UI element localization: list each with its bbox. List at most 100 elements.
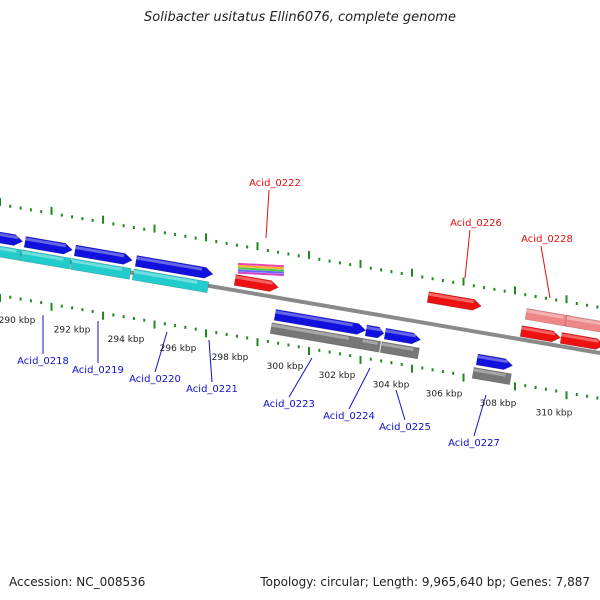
feature-band <box>237 269 284 274</box>
forward-cds[interactable] <box>273 309 367 335</box>
forward-gene-shape <box>19 249 72 270</box>
forward-cds-shape <box>273 309 367 335</box>
forward-cds-shape <box>134 255 214 279</box>
forward-gene-shine <box>71 259 123 271</box>
forward-gene[interactable] <box>471 367 512 385</box>
feature-band-shape <box>237 269 284 274</box>
forward-cds[interactable] <box>73 244 133 266</box>
forward-cds-shine <box>477 355 508 364</box>
forward-gene-shape <box>471 367 512 385</box>
feature-band <box>237 271 284 276</box>
reverse-cds-shape <box>519 325 562 343</box>
accession-text: Accession: NC_008536 <box>9 575 146 589</box>
label-leaders <box>42 189 551 437</box>
forward-cds[interactable] <box>0 229 24 247</box>
forward-cds-shape <box>383 327 422 345</box>
reverse-cds[interactable] <box>519 325 562 344</box>
leader-line <box>348 367 371 410</box>
kbp-label: 292 kbp <box>54 326 91 336</box>
forward-cds-shine <box>25 237 67 248</box>
forward-gene-shine <box>0 245 17 253</box>
reverse-cds[interactable] <box>233 274 279 293</box>
reverse-gene[interactable] <box>524 308 571 328</box>
gene-label-forward[interactable]: Acid_0218 <box>17 356 69 367</box>
forward-gene[interactable] <box>360 337 382 353</box>
kbp-label: 310 kbp <box>536 408 573 418</box>
forward-cds-shape <box>23 236 73 255</box>
lower-tick-ruler <box>0 294 599 400</box>
forward-gene-shape <box>379 341 420 360</box>
forward-gene[interactable] <box>379 341 420 360</box>
forward-cds-shine <box>136 256 203 271</box>
gene-label-forward[interactable]: Acid_0223 <box>263 399 315 410</box>
feature-band-shape <box>237 262 284 268</box>
forward-gene-shape <box>269 322 364 350</box>
forward-cds[interactable] <box>364 324 385 339</box>
kbp-label: 290 kbp <box>0 316 36 326</box>
forward-gene-shape <box>0 243 22 261</box>
leader-line <box>208 339 213 383</box>
reverse-gene[interactable] <box>564 314 600 334</box>
forward-cds-shine <box>0 231 19 240</box>
forward-cds[interactable] <box>134 255 214 280</box>
reverse-cds-shine <box>428 292 475 304</box>
reverse-gene-shape <box>564 314 600 334</box>
gene-label-forward[interactable]: Acid_0220 <box>129 374 181 385</box>
forward-gene[interactable] <box>19 249 72 270</box>
forward-gene-shape <box>360 337 382 353</box>
leader-line <box>395 389 406 421</box>
forward-gene-shape <box>69 258 132 280</box>
forward-cds-shine <box>75 246 125 258</box>
forward-cds-shape <box>475 353 514 370</box>
gene-label-forward[interactable]: Acid_0225 <box>379 422 431 433</box>
forward-gene-shine <box>473 368 506 377</box>
forward-gene-shape <box>131 268 210 294</box>
feature-band <box>237 265 284 270</box>
gene-label-reverse[interactable]: Acid_0226 <box>450 218 502 229</box>
forward-cds-shine <box>385 329 416 338</box>
reverse-gene-shine <box>566 316 600 326</box>
forward-cds[interactable] <box>475 353 514 371</box>
feature-band-shape <box>237 271 284 276</box>
reverse-cds-shine <box>235 275 273 285</box>
feature-band-shape <box>237 267 284 272</box>
reverse-cds[interactable] <box>426 291 482 312</box>
gene-label-forward[interactable]: Acid_0227 <box>448 438 500 449</box>
forward-gene[interactable] <box>0 243 22 261</box>
leader-line <box>154 331 168 373</box>
forward-gene-shine <box>362 339 378 345</box>
gene-label-forward[interactable]: Acid_0219 <box>72 365 124 376</box>
reverse-gene-shine <box>526 309 564 319</box>
kbp-label: 306 kbp <box>426 390 463 400</box>
gene-label-forward[interactable]: Acid_0224 <box>323 411 375 422</box>
reverse-cds-shape <box>559 332 600 350</box>
forward-cds[interactable] <box>383 327 422 345</box>
forward-cds-shape <box>73 244 133 265</box>
reverse-cds[interactable] <box>559 332 600 350</box>
gene-label-reverse[interactable]: Acid_0222 <box>249 178 301 189</box>
forward-cds[interactable] <box>23 236 73 255</box>
forward-cds-shine <box>366 325 382 332</box>
feature-track[interactable] <box>0 229 600 385</box>
forward-cds-shine <box>275 310 353 327</box>
reverse-cds-shine <box>521 326 556 336</box>
forward-gene[interactable] <box>269 322 364 350</box>
forward-gene[interactable] <box>131 268 210 294</box>
kbp-label: 294 kbp <box>108 335 145 345</box>
kbp-label: 298 kbp <box>212 353 249 363</box>
gene-label-reverse[interactable]: Acid_0228 <box>521 234 573 245</box>
map-title: Solibacter usitatus Ellin6076, complete … <box>144 10 456 25</box>
leader-line <box>464 229 471 279</box>
upper-tick-ruler <box>0 198 599 309</box>
gene-label-forward[interactable]: Acid_0221 <box>186 384 238 395</box>
leader-line <box>288 357 313 398</box>
genome-summary-text: Topology: circular; Length: 9,965,640 bp… <box>260 575 590 589</box>
forward-gene[interactable] <box>69 258 132 280</box>
reverse-cds-shine <box>561 333 599 343</box>
feature-band <box>237 267 284 272</box>
kbp-label: 308 kbp <box>480 399 517 409</box>
forward-gene-shine <box>381 342 414 351</box>
forward-gene-shine <box>133 269 198 284</box>
